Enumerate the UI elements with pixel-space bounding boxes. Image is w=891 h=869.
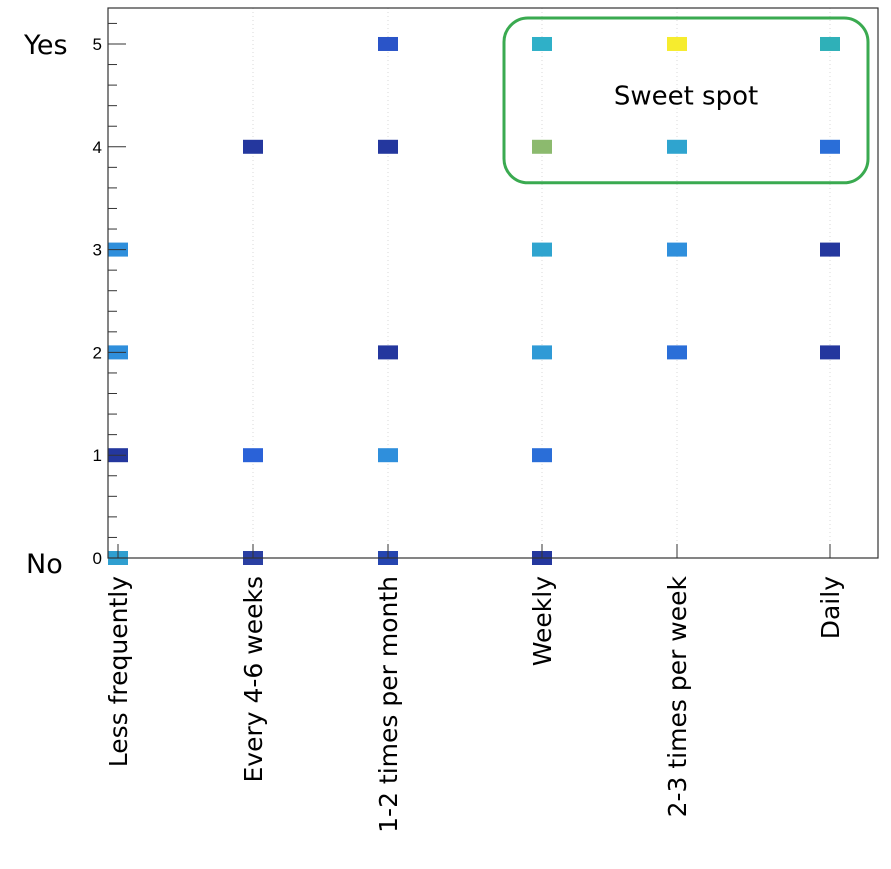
x-tick-label: 2-3 times per week — [663, 575, 692, 817]
x-tick-label: Less frequently — [104, 576, 133, 767]
y-tick-label: 2 — [93, 343, 102, 362]
sweet-spot-label: Sweet spot — [614, 81, 758, 111]
heatmap-cell — [243, 139, 263, 154]
y-tick-label: 1 — [93, 446, 102, 465]
heatmap-cell — [667, 242, 687, 257]
x-tick-label: Weekly — [528, 576, 557, 666]
y-tick-label: 0 — [93, 549, 102, 568]
heatmap-cell — [667, 36, 687, 51]
heatmap-cells — [108, 36, 840, 565]
heatmap-cell — [378, 345, 398, 360]
heatmap-cell — [378, 36, 398, 51]
heatmap-cell — [532, 345, 552, 360]
sweet-spot-box — [502, 16, 870, 185]
heatmap-cell — [532, 36, 552, 51]
heatmap-cell — [532, 139, 552, 154]
x-tick-label: Every 4-6 weeks — [239, 576, 268, 782]
heatmap-cell — [667, 139, 687, 154]
heatmap-cell — [532, 448, 552, 463]
x-tick-label: Daily — [816, 576, 845, 639]
heatmap-cell — [667, 345, 687, 360]
y-tick-label: 3 — [93, 241, 102, 260]
heatmap-cell — [820, 345, 840, 360]
heatmap-cell — [820, 36, 840, 51]
heatmap-cell — [378, 139, 398, 154]
x-axis: Less frequently Every 4-6 weeks 1-2 times … — [104, 544, 845, 833]
heatmap-cell — [378, 448, 398, 463]
y-end-label-no: No — [26, 549, 63, 580]
x-tick-label: 1-2 times per month — [374, 576, 403, 833]
y-tick-label: 5 — [93, 35, 102, 54]
plot-frame — [107, 7, 879, 559]
heatmap-cell — [532, 242, 552, 257]
sweet-spot-annotation: Sweet spot — [502, 16, 870, 185]
heatmap-cell — [243, 448, 263, 463]
y-end-label-yes: Yes — [23, 30, 68, 61]
heatmap-cell — [820, 242, 840, 257]
y-tick-label: 4 — [93, 138, 102, 157]
y-axis: 0 1 2 3 4 5 — [93, 22, 126, 568]
heatmap-cell — [820, 139, 840, 154]
